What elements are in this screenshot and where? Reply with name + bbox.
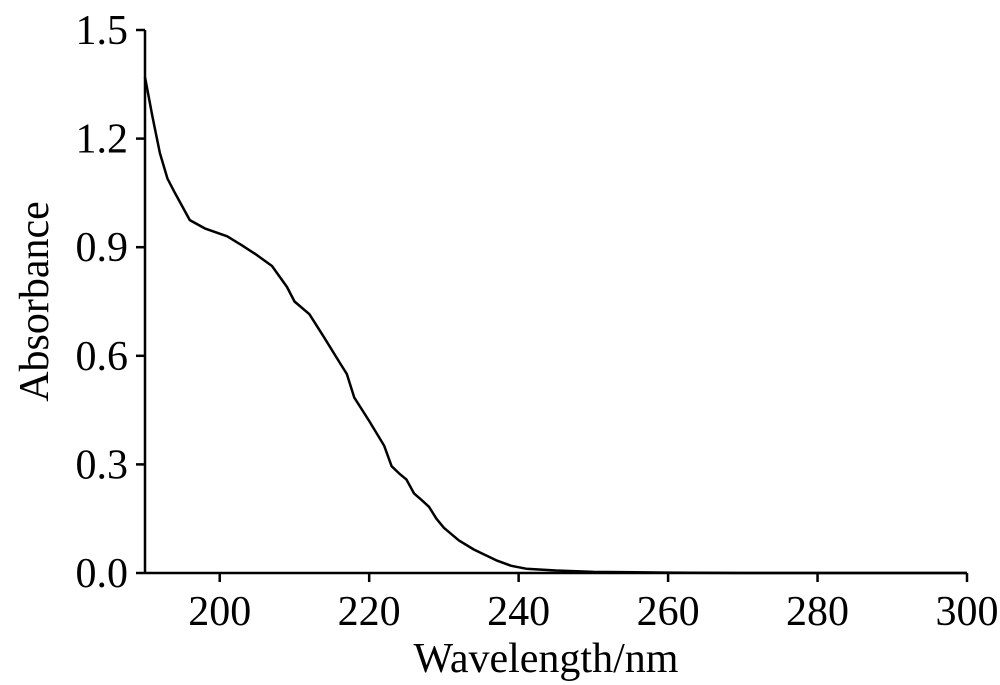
x-tick-label: 200 xyxy=(188,589,251,635)
x-tick-label: 260 xyxy=(637,589,700,635)
x-tick-label: 220 xyxy=(338,589,401,635)
series-group xyxy=(143,76,967,575)
x-axis-title: Wavelength/nm xyxy=(414,636,679,682)
y-tick-label: 0.9 xyxy=(76,225,129,271)
y-tick-label: 0.3 xyxy=(76,442,129,488)
absorbance-series-line xyxy=(143,76,967,575)
y-tick-label: 0.6 xyxy=(76,334,129,380)
y-tick-label: 1.2 xyxy=(76,117,129,163)
y-axis-title: Absorbance xyxy=(12,201,58,402)
y-axis-ticks: 0.0 0.3 0.6 0.9 1.2 1.5 xyxy=(76,8,145,597)
x-axis-ticks: 200 220 240 260 280 300 xyxy=(188,573,999,635)
y-tick-label: 0.0 xyxy=(76,551,129,597)
x-tick-label: 300 xyxy=(936,589,999,635)
y-tick-label: 1.5 xyxy=(76,8,129,54)
x-tick-label: 280 xyxy=(786,589,849,635)
x-tick-label: 240 xyxy=(487,589,550,635)
